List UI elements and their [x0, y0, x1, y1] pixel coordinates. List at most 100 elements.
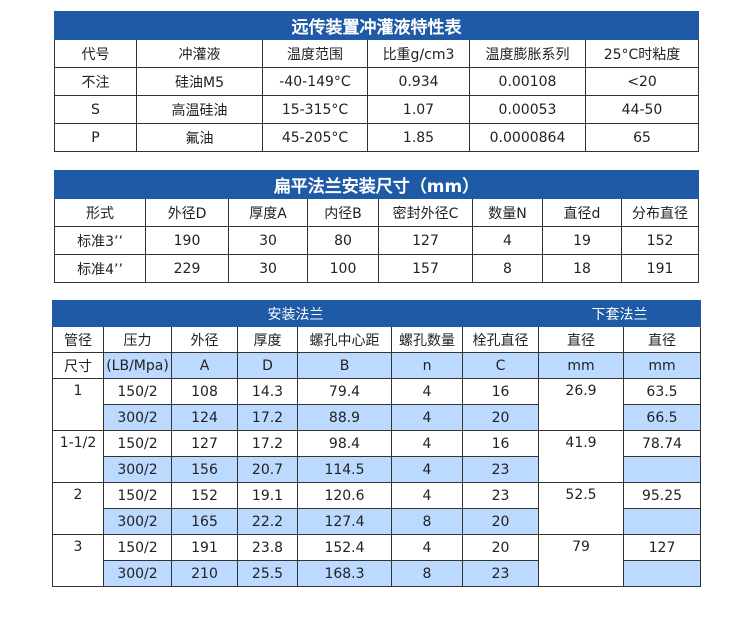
- table-cell: 65: [585, 123, 699, 152]
- lower-diameter2-cell: [623, 560, 702, 587]
- table-cell: 8: [391, 508, 463, 535]
- table-cell: 190: [145, 226, 229, 255]
- table-row: 不注 硅油M5 -40-149°C 0.934 0.00108 <20: [54, 67, 699, 96]
- table-cell: 191: [620, 254, 700, 283]
- lower-diameter2-cell: 63.5: [623, 378, 702, 405]
- lower-diameter2-cell: 66.5: [623, 404, 702, 431]
- column-subheader: mm: [538, 352, 625, 379]
- lower-diameter-cell: 79: [538, 534, 625, 587]
- column-header: 栓孔直径: [461, 326, 540, 353]
- lower-diameter-cell: 52.5: [538, 482, 625, 535]
- table-cell: 8: [391, 560, 463, 587]
- table-cell: 4: [391, 378, 463, 405]
- column-header: 螺孔中心距: [297, 326, 392, 353]
- table-cell: 20.7: [237, 456, 298, 483]
- column-header: 温度膨胀系列: [469, 39, 586, 68]
- table-cell: 44-50: [585, 95, 699, 124]
- table-cell: 150/2: [103, 482, 172, 509]
- table-cell: 108: [171, 378, 238, 405]
- table-cell: 8: [472, 254, 543, 283]
- table-cell: 不注: [54, 67, 137, 96]
- table-cell: 14.3: [237, 378, 298, 405]
- column-subheader: B: [297, 352, 392, 379]
- table-cell: 30: [228, 254, 308, 283]
- table-cell: 300/2: [103, 560, 172, 587]
- table-cell: 4: [472, 226, 543, 255]
- table-cell: 79.4: [297, 378, 392, 405]
- lower-diameter2-cell: 127: [623, 534, 702, 561]
- pipe-size-cell: 1-1/2: [52, 430, 104, 483]
- table-cell: 80: [307, 226, 379, 255]
- table-row: 2 150/2 152 19.1 120.6 4 23 52.5 95.25: [52, 482, 702, 535]
- table-cell: 157: [378, 254, 473, 283]
- table-cell: 229: [145, 254, 229, 283]
- table-cell: 17.2: [237, 430, 298, 457]
- pipe-size-cell: 1: [52, 378, 104, 431]
- column-header: 温度范围: [262, 39, 368, 68]
- table-cell: 152.4: [297, 534, 392, 561]
- table-cell: -40-149°C: [262, 67, 368, 96]
- table-cell: 19.1: [237, 482, 298, 509]
- table-cell: 300/2: [103, 508, 172, 535]
- table-cell: 20: [461, 404, 540, 431]
- table-cell: 23: [461, 560, 540, 587]
- column-header: 压力: [103, 326, 172, 353]
- flat-flange-table: 扁平法兰安装尺寸（mm） 形式 外径D 厚度A 内径B 密封外径C 数量N 直径d 分布直径标…: [53, 170, 700, 283]
- table-cell: <20: [585, 67, 699, 96]
- table-cell: 124: [171, 404, 238, 431]
- table-cell: 114.5: [297, 456, 392, 483]
- fill-liquid-table: 远传装置冲灌液特性表 代号 冲灌液 温度范围 比重g/cm3 温度膨胀系列 25°C时粘度…: [54, 11, 699, 152]
- lower-diameter-cell: 26.9: [538, 378, 625, 431]
- mounting-flange-table: 安装法兰 下套法兰 管径 压力 外径 厚度 螺孔中心距 螺孔数量 栓孔直径 直径 直径 尺寸 (LB/…: [51, 300, 702, 587]
- column-header: 内径B: [307, 198, 379, 227]
- table-cell: 127.4: [297, 508, 392, 535]
- table-row: 300/2 165 22.2 127.4 8 20: [53, 508, 702, 535]
- table-cell: 127: [171, 430, 238, 457]
- table-row: 3 150/2 191 23.8 152.4 4 20 79 127: [52, 534, 702, 587]
- lower-diameter2-cell: 78.74: [623, 430, 702, 457]
- column-header: 形式: [54, 198, 146, 227]
- table-cell: 硅油M5: [136, 67, 263, 96]
- table-cell: 23.8: [237, 534, 298, 561]
- table-cell: 120.6: [297, 482, 392, 509]
- table-row: 1-1/2 150/2 127 17.2 98.4 4 16 41.9 78.74: [52, 430, 702, 483]
- column-subheader: (LB/Mpa): [103, 352, 172, 379]
- lower-diameter2-cell: 95.25: [623, 482, 702, 509]
- column-header: 管径: [52, 326, 104, 353]
- table-cell: 168.3: [297, 560, 392, 587]
- table-cell: 156: [171, 456, 238, 483]
- column-header: 外径: [171, 326, 238, 353]
- column-header: 比重g/cm3: [367, 39, 470, 68]
- table-cell: 4: [391, 534, 463, 561]
- column-subheader: D: [237, 352, 298, 379]
- column-header: 直径d: [542, 198, 622, 227]
- table-row: 300/2 210 25.5 168.3 8 23: [53, 560, 702, 587]
- column-header: 25°C时粘度: [585, 39, 699, 68]
- table-cell: 1.85: [367, 123, 470, 152]
- table-cell: 16: [461, 378, 540, 405]
- table-cell: 150/2: [103, 534, 172, 561]
- table-cell: 98.4: [297, 430, 392, 457]
- table-cell: 23: [461, 482, 540, 509]
- table-cell: 152: [620, 226, 700, 255]
- table-cell: 25.5: [237, 560, 298, 587]
- table-cell: 0.0000864: [469, 123, 586, 152]
- column-subheader: A: [171, 352, 238, 379]
- column-header: 厚度A: [228, 198, 308, 227]
- table-cell: 高温硅油: [136, 95, 263, 124]
- table-cell: 45-205°C: [262, 123, 368, 152]
- table-cell: 210: [171, 560, 238, 587]
- table-cell: 氟油: [136, 123, 263, 152]
- table-cell: 300/2: [103, 456, 172, 483]
- table-cell: 4: [391, 430, 463, 457]
- table-cell: 127: [378, 226, 473, 255]
- column-header: 分布直径: [620, 198, 700, 227]
- table-cell: 20: [461, 534, 540, 561]
- table-cell: 标准4’’: [54, 254, 146, 283]
- table-cell: 4: [391, 482, 463, 509]
- column-subheader: 尺寸: [52, 352, 104, 379]
- table-cell: 4: [391, 404, 463, 431]
- table-row: 300/2 124 17.2 88.9 4 20 66.5: [53, 404, 702, 431]
- table-cell: 0.00053: [469, 95, 586, 124]
- table-cell: 150/2: [103, 378, 172, 405]
